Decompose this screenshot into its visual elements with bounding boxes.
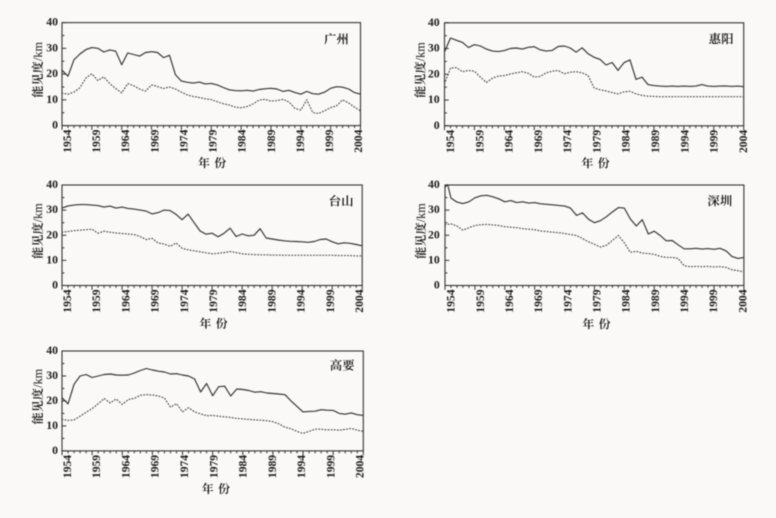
svg-text:1999: 1999 — [708, 130, 721, 153]
svg-text:1994: 1994 — [295, 289, 308, 312]
svg-text:1999: 1999 — [324, 455, 337, 478]
svg-text:1989: 1989 — [649, 289, 662, 312]
svg-text:1979: 1979 — [590, 289, 603, 312]
svg-text:20: 20 — [46, 227, 58, 241]
svg-text:30: 30 — [46, 202, 58, 216]
svg-text:1959: 1959 — [473, 130, 486, 153]
svg-text:1984: 1984 — [236, 289, 249, 312]
svg-text:1974: 1974 — [178, 289, 191, 312]
svg-text:1969: 1969 — [532, 289, 545, 312]
svg-text:/km: /km — [31, 368, 45, 387]
svg-text:1969: 1969 — [148, 129, 161, 152]
svg-text:1989: 1989 — [265, 129, 278, 152]
svg-text:40: 40 — [46, 15, 58, 29]
svg-text:1999: 1999 — [324, 289, 337, 312]
svg-text:2004: 2004 — [354, 455, 367, 478]
svg-text:1954: 1954 — [61, 289, 74, 312]
svg-text:1964: 1964 — [119, 289, 132, 312]
svg-text:40: 40 — [46, 343, 58, 357]
svg-text:1984: 1984 — [620, 289, 633, 312]
svg-text:40: 40 — [428, 177, 440, 191]
svg-text:1979: 1979 — [207, 289, 220, 312]
svg-text:1989: 1989 — [266, 455, 279, 478]
svg-text:0: 0 — [52, 118, 58, 132]
svg-text:40: 40 — [46, 177, 58, 191]
svg-text:20: 20 — [46, 66, 58, 80]
svg-text:/km: /km — [414, 203, 428, 222]
svg-text:1964: 1964 — [503, 289, 516, 312]
svg-text:1984: 1984 — [620, 130, 633, 153]
svg-text:1979: 1979 — [590, 130, 603, 153]
svg-text:1994: 1994 — [295, 455, 308, 478]
svg-text:1984: 1984 — [237, 455, 250, 478]
svg-text:1969: 1969 — [532, 130, 545, 153]
svg-text:1974: 1974 — [177, 129, 190, 152]
svg-text:20: 20 — [46, 393, 58, 407]
svg-text:1984: 1984 — [236, 129, 249, 152]
svg-text:1964: 1964 — [503, 130, 516, 153]
svg-text:1999: 1999 — [323, 129, 336, 152]
svg-text:1979: 1979 — [207, 129, 220, 152]
svg-text:1989: 1989 — [649, 130, 662, 153]
svg-text:1954: 1954 — [444, 130, 457, 153]
svg-text:2004: 2004 — [737, 130, 750, 153]
svg-text:/km: /km — [414, 42, 428, 61]
svg-text:20: 20 — [428, 66, 440, 80]
svg-text:/km: /km — [31, 42, 45, 61]
svg-text:1964: 1964 — [119, 455, 132, 478]
svg-text:20: 20 — [428, 227, 440, 241]
svg-text:30: 30 — [46, 40, 58, 54]
svg-text:1954: 1954 — [61, 129, 74, 152]
svg-text:1969: 1969 — [149, 289, 162, 312]
svg-text:1954: 1954 — [61, 455, 74, 478]
svg-text:1964: 1964 — [119, 129, 132, 152]
svg-text:30: 30 — [428, 202, 440, 216]
svg-text:2004: 2004 — [353, 289, 366, 312]
svg-text:1974: 1974 — [561, 130, 574, 153]
svg-text:10: 10 — [46, 252, 58, 266]
svg-text:/km: /km — [31, 203, 45, 222]
svg-text:0: 0 — [52, 278, 58, 292]
svg-text:1959: 1959 — [90, 289, 103, 312]
svg-text:1994: 1994 — [678, 289, 691, 312]
svg-text:1994: 1994 — [678, 130, 691, 153]
svg-text:1999: 1999 — [707, 289, 720, 312]
svg-text:10: 10 — [46, 418, 58, 432]
svg-text:30: 30 — [46, 368, 58, 382]
svg-text:1959: 1959 — [474, 289, 487, 312]
svg-text:1959: 1959 — [90, 455, 103, 478]
svg-text:10: 10 — [428, 252, 440, 266]
svg-text:2004: 2004 — [352, 129, 365, 152]
svg-text:0: 0 — [434, 278, 440, 292]
svg-text:0: 0 — [52, 443, 58, 457]
svg-text:2004: 2004 — [736, 289, 749, 312]
svg-text:30: 30 — [428, 41, 440, 55]
svg-text:1979: 1979 — [207, 455, 220, 478]
svg-text:0: 0 — [434, 118, 440, 132]
svg-text:1959: 1959 — [90, 129, 103, 152]
svg-text:1989: 1989 — [265, 289, 278, 312]
svg-text:1969: 1969 — [149, 455, 162, 478]
svg-text:1994: 1994 — [294, 129, 307, 152]
svg-text:10: 10 — [428, 92, 440, 106]
svg-text:40: 40 — [428, 15, 440, 29]
svg-text:1974: 1974 — [561, 289, 574, 312]
svg-text:1974: 1974 — [178, 455, 191, 478]
svg-text:1954: 1954 — [445, 289, 458, 312]
svg-text:10: 10 — [46, 92, 58, 106]
